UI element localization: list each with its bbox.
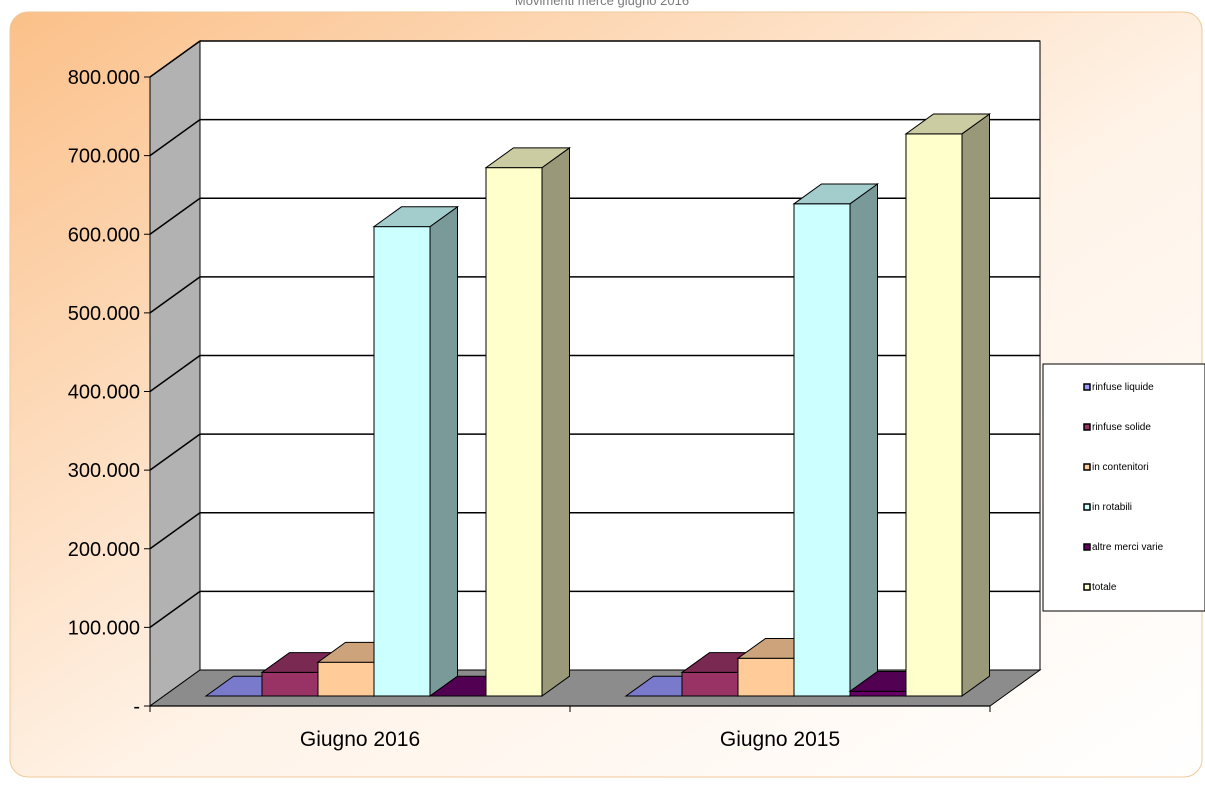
bar-side xyxy=(961,113,990,697)
bar-front xyxy=(261,671,319,697)
y-tick-label: 700.000 xyxy=(68,146,140,168)
x-axis: Giugno 2016 Giugno 2015 xyxy=(149,705,991,751)
legend-label: totale xyxy=(1092,582,1117,593)
bar-front xyxy=(317,661,375,697)
bar-top xyxy=(372,206,460,228)
bar-front xyxy=(681,671,739,697)
bar-front xyxy=(905,133,963,697)
gridline-side xyxy=(149,197,201,235)
gridline-side xyxy=(149,119,201,157)
legend: rinfuse liquide rinfuse solide in contenit… xyxy=(1042,363,1205,612)
bar-top xyxy=(792,183,880,205)
y-tick-label: 400.000 xyxy=(68,382,140,404)
legend-label: altre merci varie xyxy=(1092,542,1164,553)
bar-top xyxy=(484,147,572,169)
bar-front xyxy=(793,203,851,697)
gridline-side xyxy=(149,590,201,628)
legend-label: in rotabili xyxy=(1092,502,1132,513)
x-tick-label: Giugno 2016 xyxy=(300,728,420,751)
gridline-side xyxy=(149,276,201,314)
bar xyxy=(484,146,572,697)
bar xyxy=(372,205,460,697)
bar-top xyxy=(904,113,992,135)
gridline-side xyxy=(149,354,201,393)
y-tick-label: 200.000 xyxy=(68,539,140,561)
chart-title: Movimenti merce giugno 2016 xyxy=(515,0,689,8)
legend-label: rinfuse solide xyxy=(1092,422,1151,433)
legend-swatch xyxy=(1083,463,1091,471)
bar xyxy=(904,113,992,697)
bars xyxy=(204,113,992,697)
bar-front xyxy=(849,690,907,697)
bar-front xyxy=(485,167,543,697)
legend-swatch xyxy=(1083,503,1091,511)
gridline-side xyxy=(149,512,201,550)
bar-front xyxy=(373,226,431,697)
legend-swatch xyxy=(1083,423,1091,431)
legend-swatch xyxy=(1083,543,1091,551)
legend-box xyxy=(1042,363,1205,612)
bar-side xyxy=(849,183,878,697)
legend-swatch xyxy=(1083,583,1091,591)
bar xyxy=(792,183,880,697)
y-tick-label: 800.000 xyxy=(68,67,140,89)
gridline-side xyxy=(149,40,201,78)
y-tick-label: 600.000 xyxy=(68,224,140,246)
bar-side xyxy=(541,146,570,697)
y-tick-label: 300.000 xyxy=(68,460,140,482)
y-tick-label: 500.000 xyxy=(68,303,140,325)
legend-swatch xyxy=(1083,383,1091,391)
bar-front xyxy=(737,657,795,697)
x-tick-label: Giugno 2015 xyxy=(720,728,840,751)
y-axis: - 100.000 200.000 300.000 400.000 500.000 600.… xyxy=(68,67,151,718)
bar-side xyxy=(429,205,458,697)
legend-label: rinfuse liquide xyxy=(1092,382,1154,393)
legend-label: in contenitori xyxy=(1092,462,1149,473)
y-tick-label: - xyxy=(133,696,140,718)
gridline-side xyxy=(149,433,201,471)
y-tick-label: 100.000 xyxy=(68,617,140,639)
